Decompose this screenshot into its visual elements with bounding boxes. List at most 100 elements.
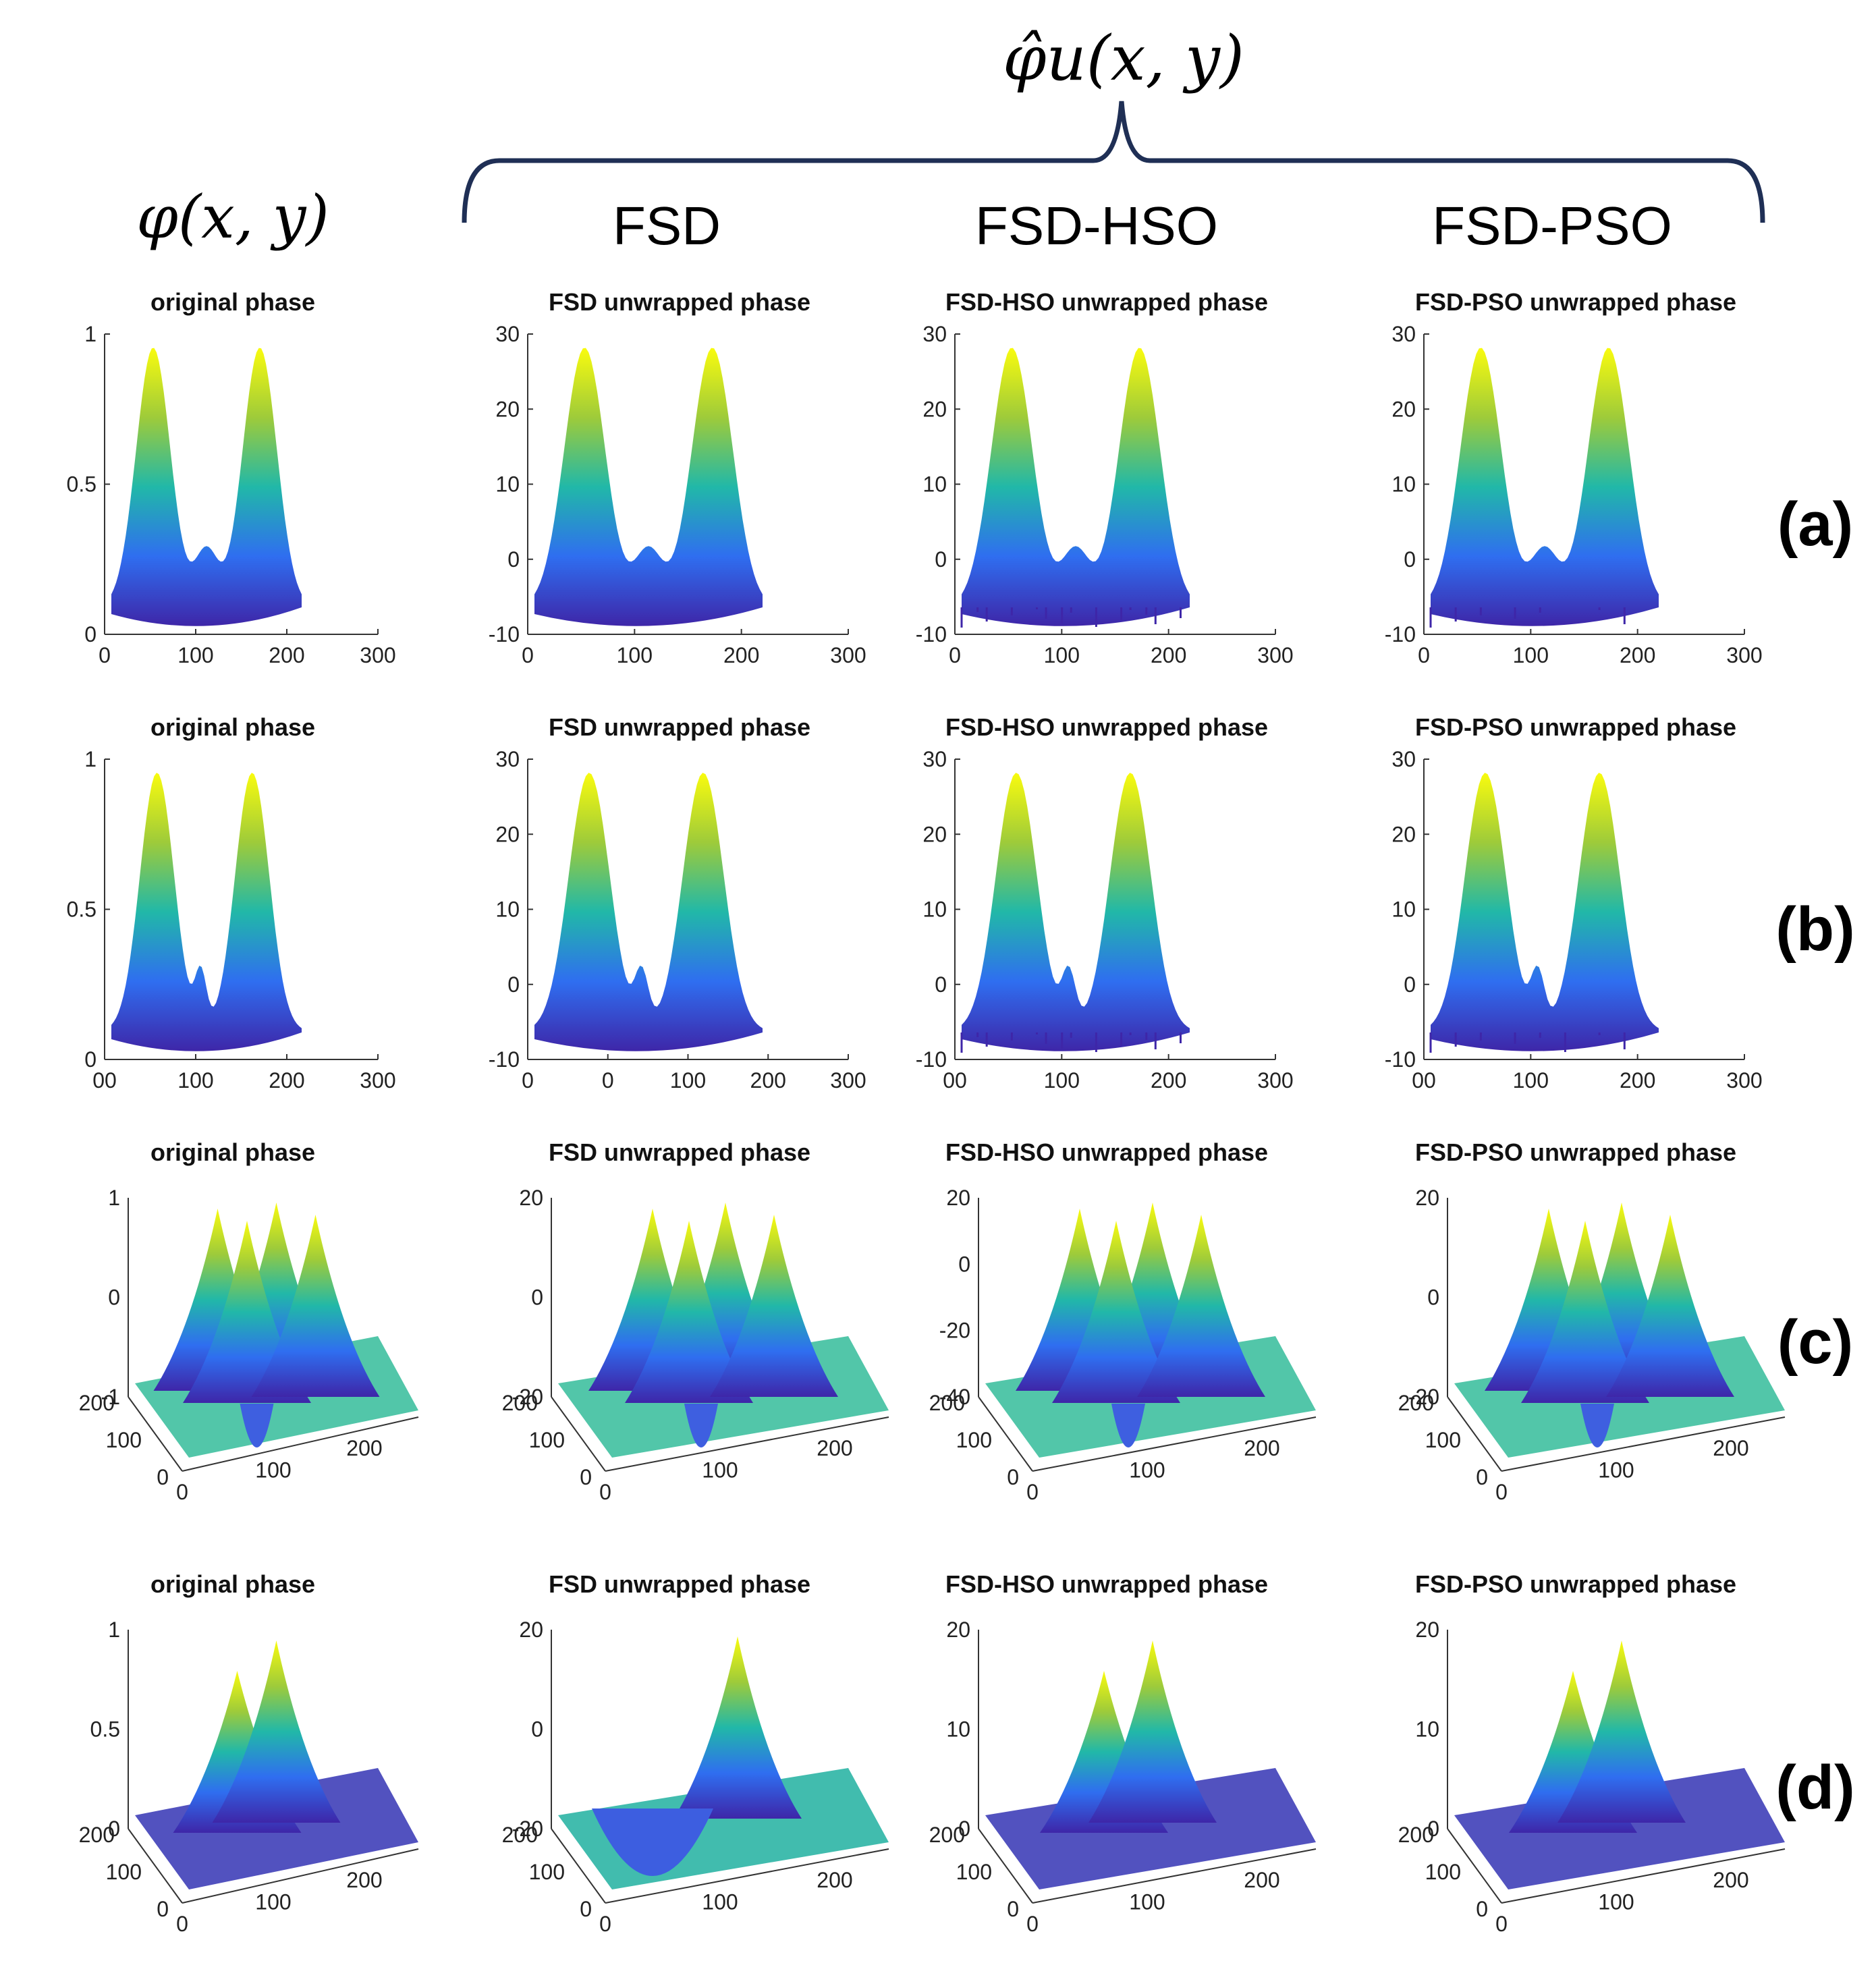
x-tick-label: 0 xyxy=(949,643,961,667)
z-tick-label: -20 xyxy=(512,1817,543,1841)
z-tick-label: 0 xyxy=(108,1286,120,1310)
y-axis xyxy=(128,1396,183,1472)
x-tick-label: 0 xyxy=(602,1068,614,1093)
y-tick-label: 100 xyxy=(1425,1428,1461,1452)
y-tick-label: 1 xyxy=(84,747,96,771)
y-tick-label: 200 xyxy=(502,1823,538,1847)
y-tick-label: 0 xyxy=(935,547,947,572)
y-tick-label: -10 xyxy=(489,622,520,646)
surface-peak xyxy=(1088,1640,1217,1823)
panel-b-3: FSD-PSO unwrapped phase -10 0 10 20 30 00 100 20… xyxy=(1385,713,1763,1093)
x-tick-label: 100 xyxy=(1044,1068,1080,1093)
y-tick-label: 0 xyxy=(1404,547,1416,572)
x-tick-label: 100 xyxy=(1129,1890,1165,1914)
z-tick-label: 0 xyxy=(108,1817,120,1841)
panel-title: FSD unwrapped phase xyxy=(549,1138,810,1166)
panel-title: original phase xyxy=(150,713,315,741)
y-tick-label: 100 xyxy=(1425,1860,1461,1884)
y-tick-label: 0 xyxy=(580,1897,592,1921)
z-tick-label: 1 xyxy=(108,1618,120,1642)
panel-title: FSD-PSO unwrapped phase xyxy=(1415,288,1736,316)
x-tick-label: 0 xyxy=(1026,1912,1039,1936)
z-tick-label: -20 xyxy=(512,1385,543,1409)
y-tick-label: 30 xyxy=(1391,747,1416,771)
panel-title: FSD-PSO unwrapped phase xyxy=(1415,713,1736,741)
panel-title: FSD-HSO unwrapped phase xyxy=(945,1138,1268,1166)
y-tick-label: 0 xyxy=(507,972,520,997)
y-tick-label: -10 xyxy=(489,1047,520,1072)
x-tick-label: 200 xyxy=(723,643,759,667)
column-header-fsd-pso: FSD-PSO xyxy=(1432,196,1672,256)
x-tick-label: 00 xyxy=(92,1068,117,1093)
y-tick-label: 0.5 xyxy=(67,898,96,922)
x-tick-label: 100 xyxy=(255,1458,291,1483)
surface-peak xyxy=(673,1636,802,1819)
row-label-c: (c) xyxy=(1777,1308,1853,1377)
x-tick-label: 100 xyxy=(1513,1068,1549,1093)
y-tick-label: 20 xyxy=(495,397,520,421)
y-tick-label: 30 xyxy=(495,747,520,771)
panel-c-0: original phase -1 0 1 0 100 200 0 100 200 xyxy=(79,1138,419,1504)
y-axis xyxy=(551,1828,606,1904)
x-axis xyxy=(182,1848,419,1904)
y-tick-label: 200 xyxy=(929,1823,965,1847)
y-tick-label: 30 xyxy=(1391,322,1416,346)
surface-peak xyxy=(1052,1221,1180,1403)
x-tick-label: 200 xyxy=(1620,643,1655,667)
panel-title: original phase xyxy=(150,1138,315,1166)
z-tick-label: 20 xyxy=(519,1186,543,1210)
surface-mark xyxy=(111,773,302,1051)
y-tick-label: 100 xyxy=(106,1428,142,1452)
panel-title: original phase xyxy=(150,288,315,316)
y-tick-label: 30 xyxy=(495,322,520,346)
row-label-d: (d) xyxy=(1775,1753,1854,1822)
x-tick-label: 200 xyxy=(1244,1436,1279,1460)
y-tick-label: 100 xyxy=(956,1428,992,1452)
z-tick-label: -20 xyxy=(1408,1385,1439,1409)
y-tick-label: 10 xyxy=(495,898,520,922)
x-tick-label: 200 xyxy=(750,1068,786,1093)
x-tick-label: 100 xyxy=(1598,1890,1634,1914)
y-tick-label: 100 xyxy=(956,1860,992,1884)
z-tick-label: -1 xyxy=(101,1385,120,1409)
x-tick-label: 100 xyxy=(1129,1458,1165,1483)
panel-d-2: FSD-HSO unwrapped phase01020010020001002… xyxy=(929,1570,1317,1936)
surface-mark xyxy=(534,348,763,626)
surface-peak xyxy=(1557,1640,1686,1823)
surface-peak xyxy=(212,1640,341,1823)
z-tick-label: 0 xyxy=(958,1252,970,1276)
x-tick-label: 200 xyxy=(1151,643,1186,667)
x-tick-label: 0 xyxy=(1495,1912,1508,1936)
x-tick-label: 100 xyxy=(1513,643,1549,667)
y-tick-label: 100 xyxy=(529,1428,565,1452)
panel-title: FSD unwrapped phase xyxy=(549,713,810,741)
y-axis xyxy=(128,1828,183,1904)
y-tick-label: 0 xyxy=(1404,972,1416,997)
x-tick-label: 0 xyxy=(599,1480,611,1504)
z-tick-label: 0 xyxy=(958,1817,970,1841)
x-tick-label: 100 xyxy=(177,643,213,667)
z-tick-label: 10 xyxy=(946,1717,970,1742)
x-axis xyxy=(1501,1848,1786,1904)
y-tick-label: 10 xyxy=(1391,898,1416,922)
x-tick-label: 0 xyxy=(522,643,534,667)
z-tick-label: 10 xyxy=(1415,1717,1439,1742)
z-tick-label: 20 xyxy=(519,1618,543,1642)
y-tick-label: 0 xyxy=(1476,1465,1488,1489)
z-tick-label: 20 xyxy=(946,1186,970,1210)
x-tick-label: 200 xyxy=(269,1068,304,1093)
z-tick-label: 20 xyxy=(1415,1186,1439,1210)
y-tick-label: 0 xyxy=(157,1897,169,1921)
x-axis xyxy=(605,1416,889,1472)
x-tick-label: 200 xyxy=(1713,1868,1748,1892)
row-label-b: (b) xyxy=(1775,895,1854,964)
x-axis xyxy=(1032,1848,1317,1904)
y-tick-label: 100 xyxy=(106,1860,142,1884)
x-tick-label: 0 xyxy=(1418,643,1430,667)
y-axis xyxy=(1447,1828,1502,1904)
surface-mark xyxy=(962,348,1190,626)
y-tick-label: 200 xyxy=(79,1823,115,1847)
y-tick-label: 200 xyxy=(1398,1391,1434,1415)
row-label-a: (a) xyxy=(1777,490,1853,559)
